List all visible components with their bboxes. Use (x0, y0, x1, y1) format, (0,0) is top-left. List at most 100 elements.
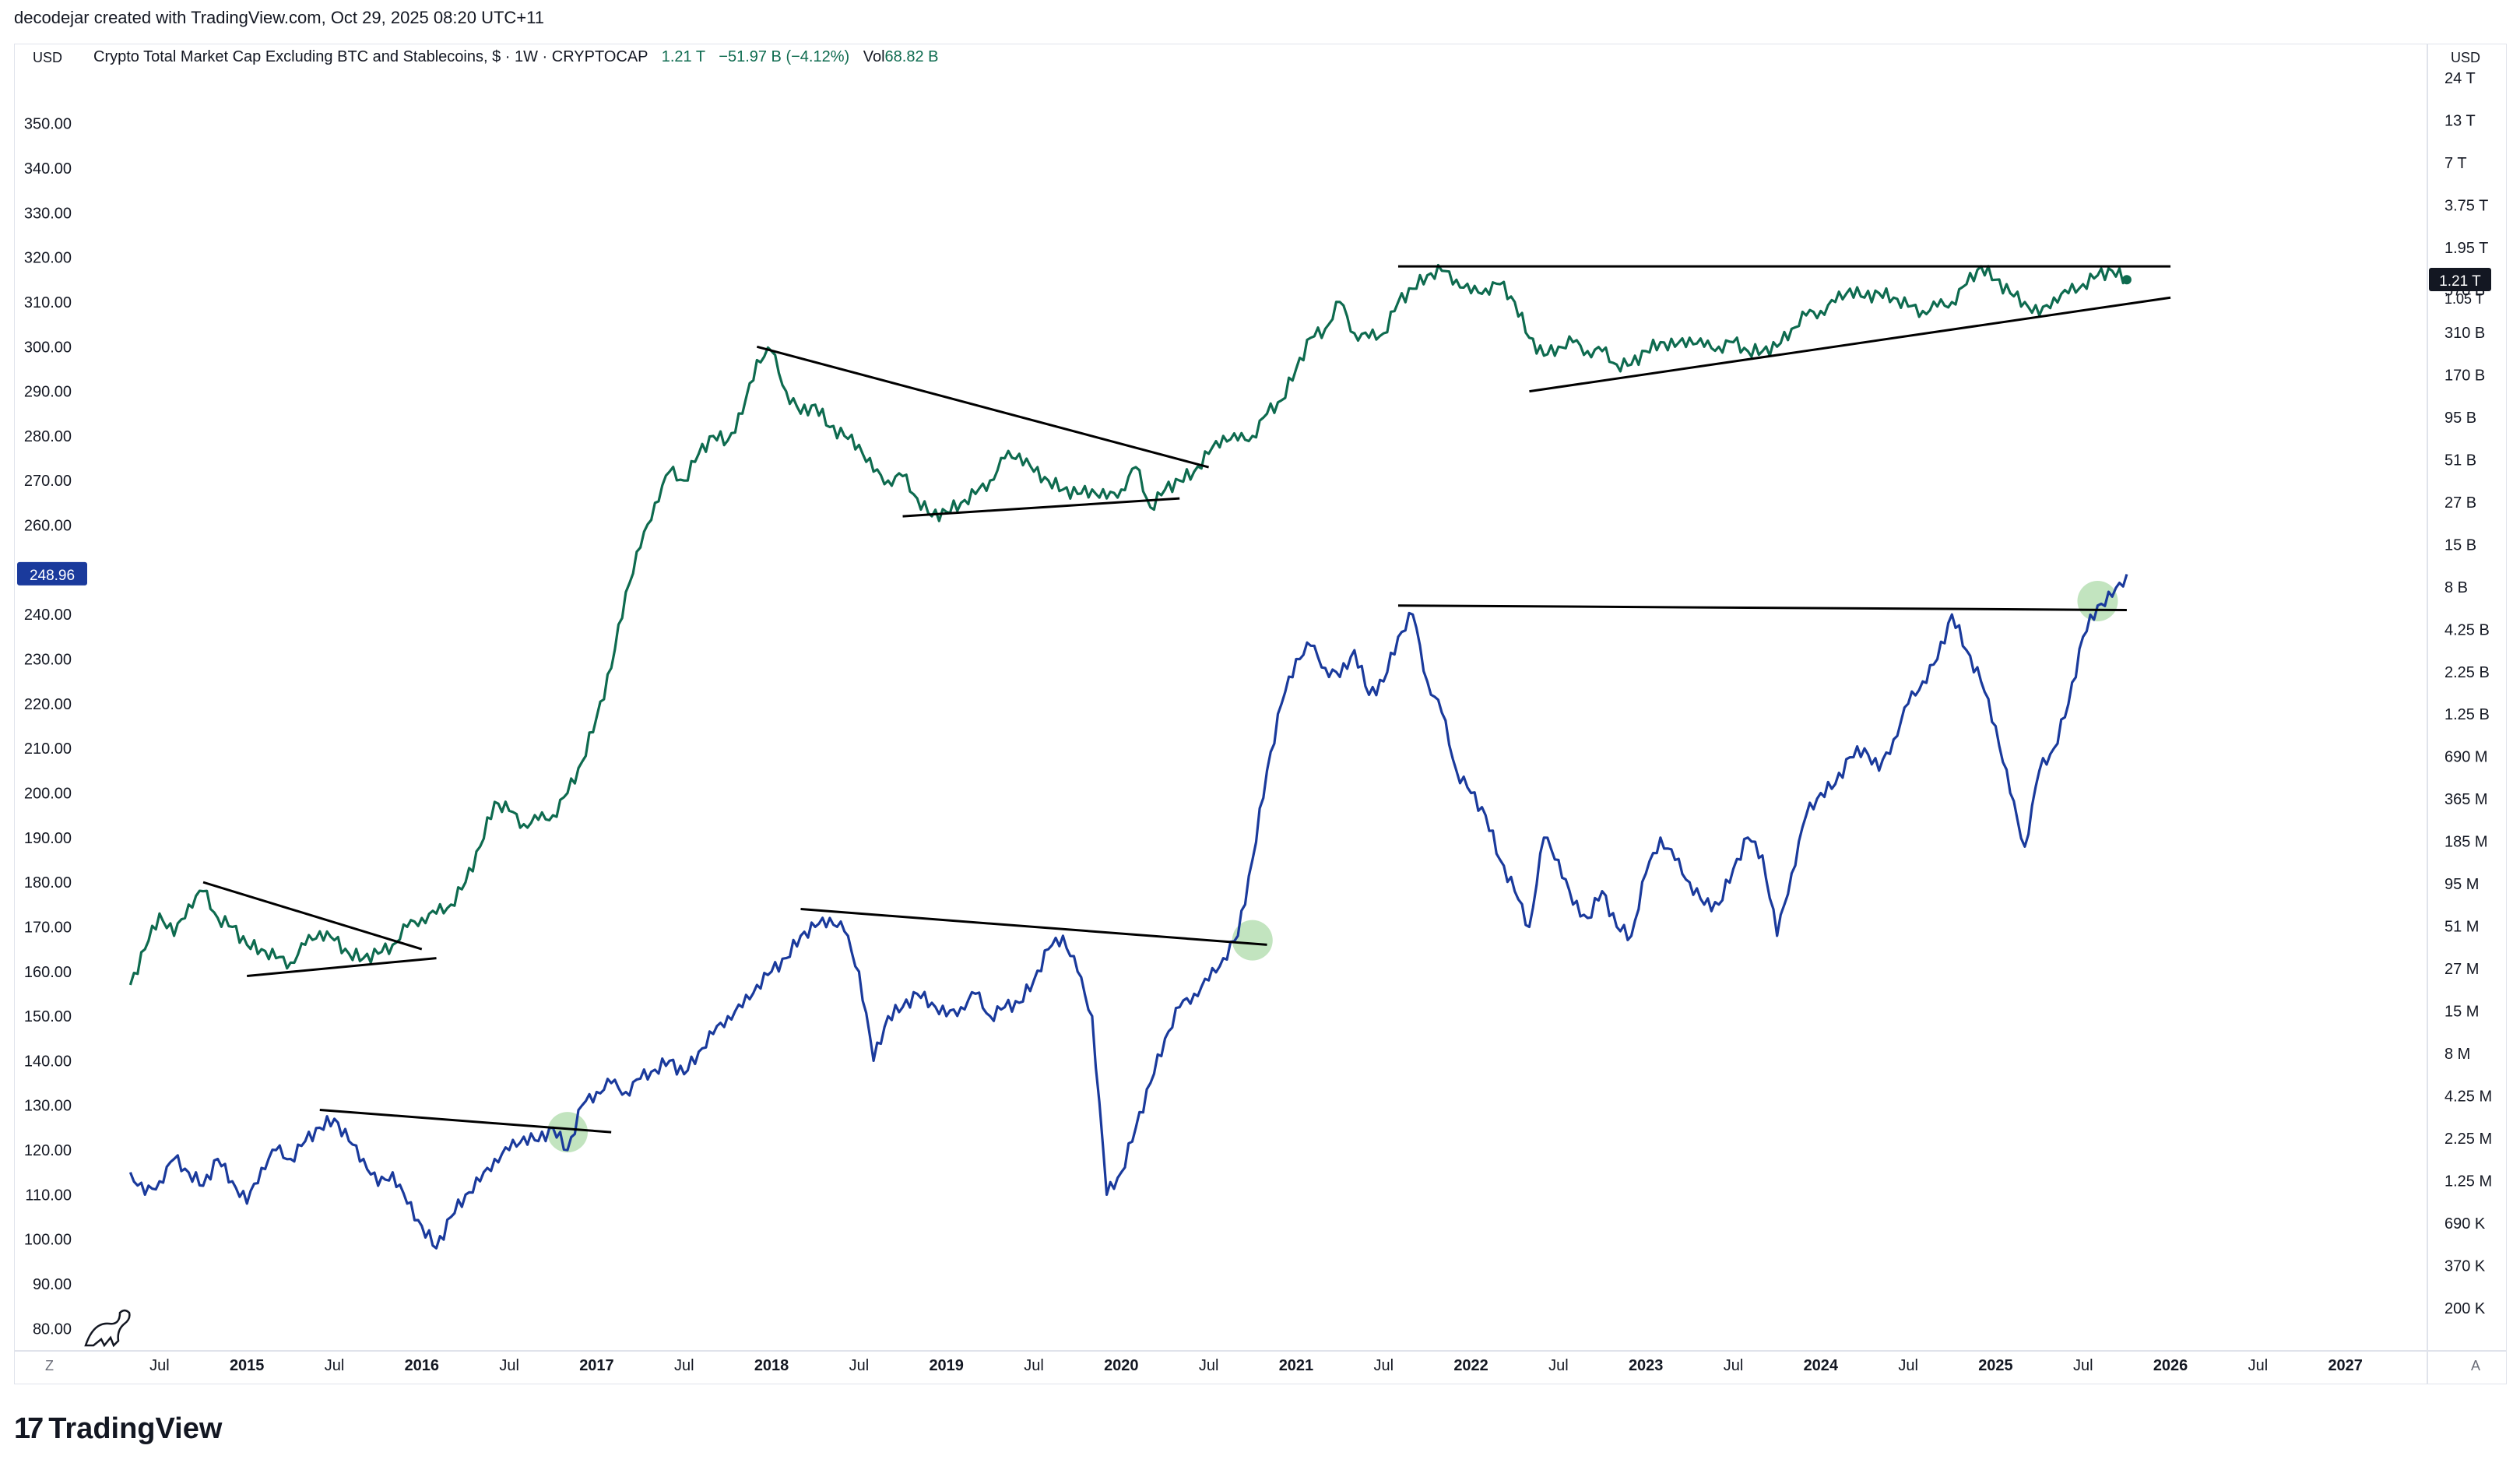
green-series-last-point (2121, 275, 2132, 285)
left-axis-tick: 90.00 (33, 1276, 72, 1293)
green-series-line (128, 263, 2128, 986)
trendline (247, 957, 437, 977)
trendline (902, 497, 1180, 518)
legend-title: Crypto Total Market Cap Excluding BTC an… (93, 48, 648, 65)
legend-price: 1.21 T (661, 48, 705, 65)
trendline (1397, 604, 2127, 611)
right-axis-tick: 185 M (2444, 834, 2488, 851)
x-axis-tick: 2017 (579, 1357, 614, 1374)
x-axis-tick: 2019 (929, 1357, 964, 1374)
left-axis-tick: 300.00 (24, 339, 72, 356)
right-axis-tick: 1.25 M (2444, 1173, 2492, 1190)
z-button[interactable]: Z (45, 1358, 54, 1373)
left-axis-tick: 230.00 (24, 652, 72, 669)
x-axis-tick: Jul (674, 1357, 694, 1374)
x-axis-tick: 2023 (1629, 1357, 1664, 1374)
right-axis-tick: 370 K (2444, 1258, 2486, 1275)
left-axis-tick: 220.00 (24, 696, 72, 713)
left-axis-tick: 120.00 (24, 1142, 72, 1159)
right-axis-tick: 95 M (2444, 876, 2479, 893)
right-axis-tick: 365 M (2444, 791, 2488, 808)
x-axis-tick: 2025 (1978, 1357, 2013, 1374)
auto-scale-button[interactable]: A (2471, 1358, 2481, 1373)
right-axis-tick: 3.75 T (2444, 197, 2488, 214)
x-axis-tick: Jul (849, 1357, 870, 1374)
left-axis-tick: 340.00 (24, 160, 72, 178)
x-axis-tick: Jul (1024, 1357, 1044, 1374)
left-axis-tick: 330.00 (24, 205, 72, 222)
left-axis-tick: 100.00 (24, 1232, 72, 1249)
legend-vol-value: 68.82 B (884, 48, 939, 65)
breakout-highlight (2077, 581, 2118, 621)
left-currency-label[interactable]: USD (33, 50, 63, 65)
left-axis-tick: 80.00 (33, 1321, 72, 1338)
left-axis-tick: 140.00 (24, 1053, 72, 1070)
x-axis-tick: 2016 (405, 1357, 440, 1374)
trendline (202, 881, 423, 951)
chart-legend[interactable]: Crypto Total Market Cap Excluding BTC an… (93, 48, 938, 66)
right-axis-tick: 24 T (2444, 70, 2476, 87)
right-axis-tick: 690 K (2444, 1215, 2486, 1233)
right-axis-tick: 7 T (2444, 155, 2467, 172)
tradingview-logo-text: TradingView (48, 1412, 223, 1445)
x-axis-tick: Jul (325, 1357, 345, 1374)
left-price-badge-bg (17, 561, 87, 586)
x-axis-tick: Jul (1373, 1357, 1394, 1374)
left-axis-tick: 190.00 (24, 830, 72, 847)
x-axis-tick: Jul (1199, 1357, 1219, 1374)
left-axis-tick: 320.00 (24, 250, 72, 267)
tradingview-logo-icon: 17 (14, 1412, 44, 1445)
right-axis-tick: 15 B (2444, 536, 2476, 554)
breakout-highlight (1232, 920, 1273, 961)
blue-series-line (128, 574, 2128, 1250)
right-axis-tick: 51 B (2444, 452, 2476, 469)
right-axis-tick: 2.25 B (2444, 664, 2490, 681)
left-axis-tick: 150.00 (24, 1008, 72, 1025)
left-price-badge: 248.96 (30, 568, 75, 584)
left-axis-tick: 280.00 (24, 428, 72, 445)
x-axis-tick: Jul (1548, 1357, 1569, 1374)
right-price-badge-below: 1.05 T (2444, 291, 2484, 307)
left-axis-tick: 290.00 (24, 384, 72, 401)
trendline (756, 345, 1210, 469)
right-axis-tick: 8 M (2444, 1046, 2470, 1063)
x-axis-tick: 2022 (1453, 1357, 1488, 1374)
x-axis-tick: Jul (2248, 1357, 2269, 1374)
x-axis-tick: 2027 (2328, 1357, 2363, 1374)
right-axis-tick: 4.25 M (2444, 1088, 2492, 1106)
chart-frame[interactable] (14, 44, 2507, 1384)
right-axis-tick: 200 K (2444, 1300, 2486, 1317)
right-price-badge: 1.21 T (2439, 273, 2481, 290)
right-axis-tick: 13 T (2444, 112, 2476, 129)
right-price-badge-bg (2429, 268, 2491, 291)
x-axis-tick: Jul (1724, 1357, 1744, 1374)
x-axis-tick: Jul (1898, 1357, 1918, 1374)
right-axis-tick: 27 M (2444, 961, 2479, 978)
right-axis-tick: 27 B (2444, 494, 2476, 512)
x-axis-tick: 2015 (230, 1357, 265, 1374)
right-axis-tick: 51 M (2444, 919, 2479, 936)
trendline (800, 908, 1267, 946)
legend-vol-label: Vol (863, 48, 885, 65)
x-axis-tick: Jul (499, 1357, 519, 1374)
right-axis-tick: 95 B (2444, 410, 2476, 427)
right-axis-tick: 4.25 B (2444, 621, 2490, 638)
left-axis-tick: 130.00 (24, 1098, 72, 1115)
left-axis-tick: 170.00 (24, 919, 72, 936)
x-axis-tick: Jul (2073, 1357, 2093, 1374)
tradingview-logo[interactable]: 17 TradingView (14, 1412, 222, 1446)
right-axis-tick: 2.25 M (2444, 1131, 2492, 1148)
left-axis-tick: 310.00 (24, 294, 72, 311)
right-axis-tick: 15 M (2444, 1004, 2479, 1021)
x-axis-tick: 2021 (1279, 1357, 1314, 1374)
right-axis-tick: 1.25 B (2444, 706, 2490, 723)
right-currency-label[interactable]: USD (2451, 50, 2481, 65)
x-axis-tick: 2020 (1104, 1357, 1139, 1374)
left-axis-tick: 200.00 (24, 785, 72, 802)
right-axis-tick: 310 B (2444, 325, 2485, 342)
left-axis-tick: 160.00 (24, 964, 72, 981)
legend-change: −51.97 B (−4.12%) (719, 48, 850, 65)
trendline (1529, 296, 2171, 393)
right-axis-tick: 690 M (2444, 749, 2488, 766)
